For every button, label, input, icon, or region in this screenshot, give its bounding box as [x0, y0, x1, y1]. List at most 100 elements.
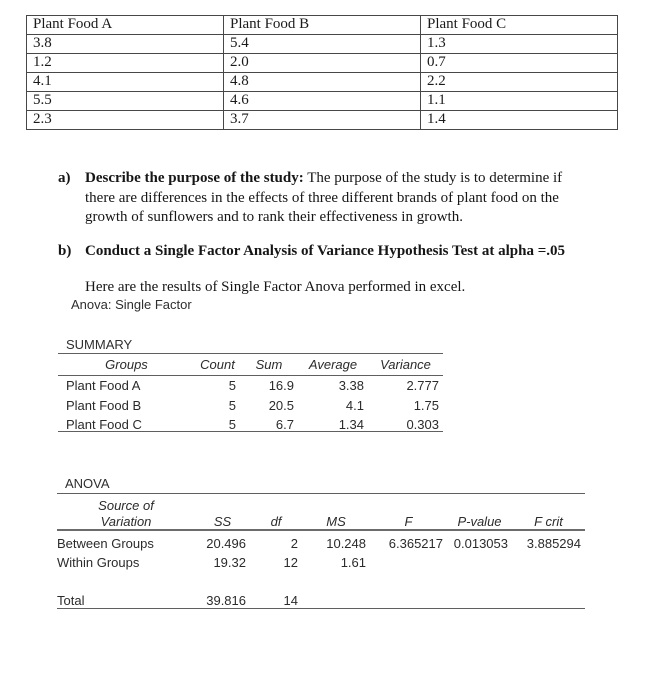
summary-header-sum: Sum	[255, 357, 283, 372]
summary-cell: 5	[228, 378, 236, 393]
summary-header-variance: Variance	[380, 357, 431, 372]
anova-cell: 12	[283, 555, 298, 570]
paragraph-line: growth of sunflowers and to rank their e…	[85, 209, 463, 225]
summary-cell: 6.7	[275, 417, 294, 432]
anova-cell: 3.885294	[526, 536, 581, 551]
anova-bottom-rule	[57, 608, 585, 609]
list-item-a-body: Describe the purpose of the study: The p…	[85, 169, 633, 228]
anova-cell	[370, 554, 447, 572]
summary-cell: Plant Food C	[66, 417, 142, 432]
table-cell: 2.0	[223, 53, 421, 73]
table-cell: 1.3	[420, 34, 618, 54]
anova-cell: 2	[290, 536, 298, 551]
list-item-a: a) Describe the purpose of the study: Th…	[58, 169, 633, 228]
list-marker-b: b)	[58, 243, 72, 259]
summary-table-title: SUMMARY	[66, 337, 133, 352]
anova-cell: 14	[283, 593, 298, 608]
anova-header-source-line1: Source of	[98, 498, 154, 513]
summary-header-row: Groups Count Sum Average Variance	[58, 356, 443, 374]
anova-cell: 0.013053	[453, 536, 508, 551]
column-header-plant-food-c: Plant Food C	[420, 15, 618, 35]
summary-cell: 16.9	[268, 378, 294, 393]
table-row: 1.2 2.0 0.7	[26, 53, 618, 73]
summary-header-rule	[58, 375, 443, 376]
paragraph-line: Describe the purpose of the study: The p…	[85, 169, 633, 189]
list-item-b-body: Conduct a Single Factor Analysis of Vari…	[85, 243, 565, 259]
table-row: 2.3 3.7 1.4	[26, 110, 618, 130]
summary-cell: 20.5	[268, 398, 294, 413]
table-cell: 3.7	[223, 110, 421, 130]
summary-cell: 4.1	[345, 398, 364, 413]
anova-header-f: F	[404, 514, 413, 529]
anova-header-df: df	[270, 514, 282, 529]
summary-row-plant-food-c: Plant Food C 5 6.7 1.34 0.303	[58, 416, 443, 434]
list-item-b: b) Conduct a Single Factor Analysis of V…	[58, 242, 633, 262]
anova-header-rule	[57, 529, 585, 531]
table-row: 4.1 4.8 2.2	[26, 72, 618, 92]
summary-header-groups: Groups	[105, 357, 148, 372]
summary-cell: 0.303	[406, 417, 439, 432]
summary-top-rule	[58, 353, 443, 354]
summary-cell: Plant Food B	[66, 398, 142, 413]
summary-cell: Plant Food A	[66, 378, 141, 393]
anova-cell: Within Groups	[57, 555, 140, 570]
anova-header-row-2: Variation SS df MS F P-value F crit	[57, 514, 585, 530]
anova-header-ss: SS	[213, 514, 232, 529]
anova-header-source-line2: Variation	[100, 514, 152, 529]
paragraph-line: there are differences in the effects of …	[85, 189, 559, 206]
bold-lead-text: Describe the purpose of the study:	[85, 170, 304, 186]
table-header-row: Plant Food A Plant Food B Plant Food C	[26, 15, 618, 35]
table-cell: 4.8	[223, 72, 421, 92]
summary-bottom-rule	[58, 431, 443, 432]
anova-header-row-1: Source of	[57, 498, 585, 514]
summary-cell: 1.75	[413, 398, 439, 413]
summary-row-plant-food-b: Plant Food B 5 20.5 4.1 1.75	[58, 397, 443, 415]
anova-cell: Between Groups	[57, 536, 154, 551]
summary-header-average: Average	[308, 357, 358, 372]
anova-row-total: Total 39.816 14	[57, 592, 585, 610]
anova-header-f-crit: F crit	[534, 514, 563, 529]
anova-cell: 1.61	[340, 555, 366, 570]
anova-cell: 10.248	[326, 536, 366, 551]
table-cell: 0.7	[420, 53, 618, 73]
table-row: 3.8 5.4 1.3	[26, 34, 618, 54]
anova-cell: 20.496	[206, 536, 246, 551]
anova-cell: Total	[57, 593, 85, 608]
table-cell: 1.1	[420, 91, 618, 111]
summary-row-plant-food-a: Plant Food A 5 16.9 3.38 2.777	[58, 377, 443, 395]
table-cell: 1.2	[26, 53, 224, 73]
anova-row-between-groups: Between Groups 20.496 2 10.248 6.365217 …	[57, 535, 585, 553]
paragraph-text: The purpose of the study is to determine…	[303, 170, 563, 186]
anova-cell: 39.816	[206, 593, 246, 608]
anova-table-title: ANOVA	[65, 476, 110, 491]
anova-header-p-value: P-value	[457, 514, 502, 529]
table-cell: 3.8	[26, 34, 224, 54]
anova-cell: 6.365217	[388, 536, 443, 551]
summary-cell: 5	[228, 417, 236, 432]
table-cell: 5.4	[223, 34, 421, 54]
summary-cell: 2.777	[406, 378, 439, 393]
table-cell: 5.5	[26, 91, 224, 111]
anova-row-within-groups: Within Groups 19.32 12 1.61	[57, 554, 585, 572]
plant-food-data-table: Plant Food A Plant Food B Plant Food C 3…	[26, 15, 618, 130]
excel-intro-text: Here are the results of Single Factor An…	[85, 279, 466, 295]
table-cell: 2.2	[420, 72, 618, 92]
list-marker-a: a)	[58, 170, 71, 186]
anova-top-rule	[57, 493, 585, 494]
anova-cell	[512, 554, 585, 572]
summary-header-count: Count	[200, 357, 235, 372]
column-header-plant-food-a: Plant Food A	[26, 15, 224, 35]
table-cell: 2.3	[26, 110, 224, 130]
column-header-plant-food-b: Plant Food B	[223, 15, 421, 35]
table-cell: 1.4	[420, 110, 618, 130]
table-row: 5.5 4.6 1.1	[26, 91, 618, 111]
summary-cell: 1.34	[338, 417, 364, 432]
anova-cell: 19.32	[213, 555, 246, 570]
anova-cell	[447, 554, 512, 572]
table-cell: 4.6	[223, 91, 421, 111]
summary-cell: 5	[228, 398, 236, 413]
summary-cell: 3.38	[338, 378, 364, 393]
table-cell: 4.1	[26, 72, 224, 92]
anova-header-ms: MS	[326, 514, 346, 529]
